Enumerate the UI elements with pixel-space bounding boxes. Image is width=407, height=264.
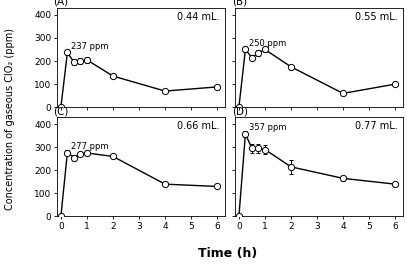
Text: (C): (C) — [54, 106, 69, 116]
Text: 237 ppm: 237 ppm — [70, 42, 108, 51]
Text: 277 ppm: 277 ppm — [70, 142, 108, 151]
Text: Concentration of gaseous ClO₂ (ppm): Concentration of gaseous ClO₂ (ppm) — [5, 28, 15, 210]
Text: 0.55 mL.: 0.55 mL. — [355, 12, 398, 22]
Text: 0.66 mL.: 0.66 mL. — [177, 121, 220, 131]
Text: (B): (B) — [232, 0, 247, 7]
Text: (A): (A) — [54, 0, 69, 7]
Text: 0.77 mL.: 0.77 mL. — [355, 121, 398, 131]
Text: (D): (D) — [232, 106, 247, 116]
Text: 250 ppm: 250 ppm — [249, 39, 286, 48]
Text: 357 ppm: 357 ppm — [249, 123, 286, 132]
Text: Time (h): Time (h) — [198, 247, 258, 260]
Text: 0.44 mL.: 0.44 mL. — [177, 12, 220, 22]
